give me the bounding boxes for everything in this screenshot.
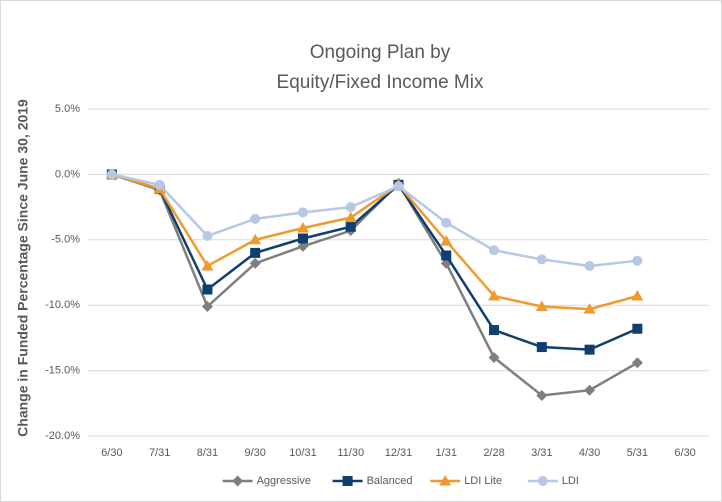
point (297, 233, 308, 244)
point (489, 325, 500, 336)
point (631, 357, 643, 369)
y-tick-label: -20.0% (45, 430, 80, 442)
point (249, 257, 261, 269)
point (249, 233, 262, 245)
x-tick-label: 4/30 (579, 447, 600, 459)
y-tick-label: -15.0% (45, 365, 80, 377)
chart-title: Equity/Fixed Income Mix (277, 72, 484, 93)
point (345, 202, 356, 213)
legend-label: Aggressive (257, 475, 311, 487)
y-axis-label: Change in Funded Percentage Since June 3… (15, 99, 31, 437)
y-tick-label: 0.0% (55, 168, 80, 180)
point (297, 207, 308, 218)
point (441, 217, 452, 228)
x-tick-label: 6/30 (674, 447, 695, 459)
point (489, 245, 500, 256)
point (583, 303, 596, 314)
point (441, 250, 452, 261)
point (202, 230, 213, 241)
legend-marker (232, 475, 244, 487)
point (536, 254, 547, 265)
point (584, 384, 596, 396)
point (584, 344, 595, 355)
point (250, 247, 261, 258)
x-tick-label: 12/31 (385, 447, 413, 459)
x-tick-label: 7/31 (149, 447, 170, 459)
series-line (111, 173, 638, 351)
point (106, 169, 117, 180)
point (201, 301, 213, 313)
point (296, 222, 309, 233)
point (393, 181, 404, 192)
x-tick-label: 2/28 (483, 447, 504, 459)
point (202, 284, 213, 295)
point (535, 300, 548, 312)
point (154, 179, 165, 190)
y-tick-label: -10.0% (45, 299, 80, 311)
point (201, 259, 214, 271)
point (488, 352, 500, 364)
point (488, 290, 501, 301)
legend-label: LDI Lite (464, 475, 502, 487)
x-tick-label: 6/30 (101, 447, 122, 459)
x-tick-label: 10/31 (289, 447, 317, 459)
x-tick-label: 8/31 (197, 447, 218, 459)
chart-title: Ongoing Plan by (310, 42, 451, 63)
point (440, 235, 453, 246)
point (536, 342, 547, 353)
point (344, 211, 357, 223)
legend-label: LDI (562, 475, 579, 487)
legend-label: Balanced (367, 475, 413, 487)
legend-marker (342, 476, 353, 486)
point (632, 255, 643, 266)
point (345, 221, 356, 232)
point (584, 260, 595, 271)
y-tick-label: 5.0% (55, 103, 80, 115)
point (632, 323, 643, 334)
y-tick-label: -5.0% (51, 234, 80, 246)
point (631, 290, 644, 301)
x-tick-label: 1/31 (436, 447, 457, 459)
series-line (111, 173, 638, 268)
x-tick-label: 9/30 (244, 447, 265, 459)
legend-marker (537, 476, 548, 486)
point (297, 240, 309, 252)
legend-marker (439, 475, 452, 486)
x-tick-label: 11/30 (337, 447, 364, 459)
point (536, 389, 548, 401)
x-tick-label: 3/31 (531, 447, 552, 459)
series-line (111, 173, 638, 311)
x-tick-label: 5/31 (627, 447, 648, 459)
point (250, 213, 261, 224)
